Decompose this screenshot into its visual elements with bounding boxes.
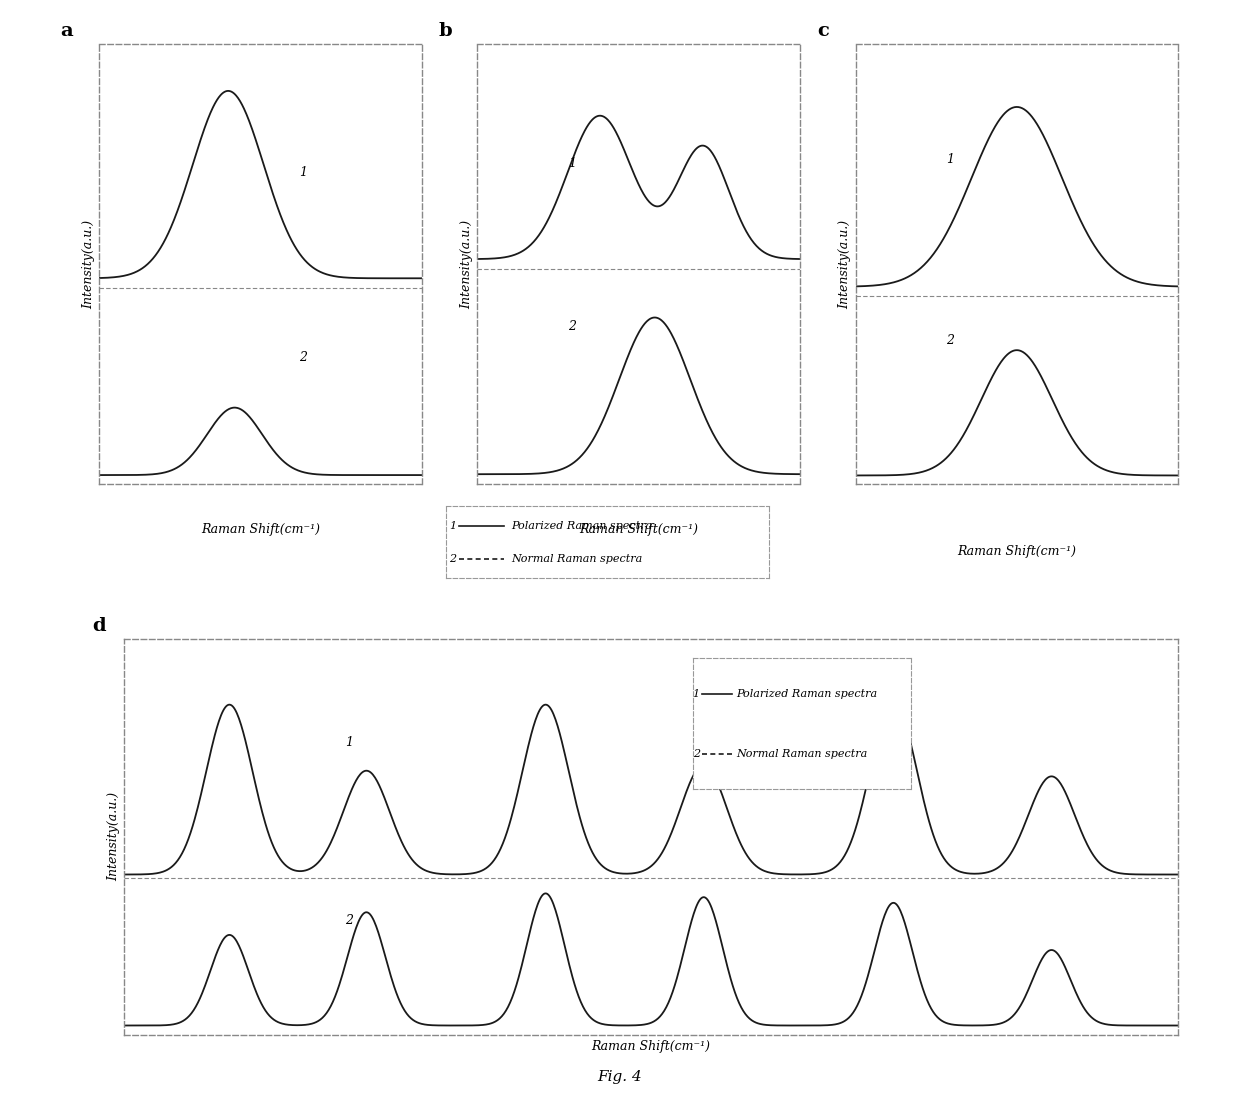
Text: 2: 2 <box>568 320 575 334</box>
Text: 1: 1 <box>299 166 308 179</box>
Text: b: b <box>439 22 453 40</box>
Text: Raman Shift(cm⁻¹): Raman Shift(cm⁻¹) <box>579 523 698 536</box>
Text: 2: 2 <box>449 554 456 564</box>
Text: c: c <box>817 22 828 40</box>
Text: 1: 1 <box>345 735 353 749</box>
Text: 1: 1 <box>449 521 456 531</box>
Text: Normal Raman spectra: Normal Raman spectra <box>511 554 642 564</box>
Text: 1: 1 <box>946 153 954 166</box>
Text: Raman Shift(cm⁻¹): Raman Shift(cm⁻¹) <box>957 545 1076 558</box>
Y-axis label: Intensity(a.u.): Intensity(a.u.) <box>460 220 474 308</box>
Y-axis label: Intensity(a.u.): Intensity(a.u.) <box>107 793 120 881</box>
Text: Normal Raman spectra: Normal Raman spectra <box>737 749 868 759</box>
Y-axis label: Intensity(a.u.): Intensity(a.u.) <box>82 220 95 308</box>
Text: 2: 2 <box>299 351 308 364</box>
Y-axis label: Intensity(a.u.): Intensity(a.u.) <box>838 220 852 308</box>
Text: 2: 2 <box>946 334 954 347</box>
X-axis label: Raman Shift(cm⁻¹): Raman Shift(cm⁻¹) <box>591 1040 711 1054</box>
Text: Polarized Raman spectra: Polarized Raman spectra <box>737 689 878 699</box>
Text: 2: 2 <box>345 914 353 927</box>
Text: Fig. 4: Fig. 4 <box>598 1070 642 1084</box>
Text: d: d <box>92 617 105 634</box>
Text: a: a <box>61 22 73 40</box>
Text: 1: 1 <box>693 689 699 699</box>
Text: 1: 1 <box>568 157 575 171</box>
Text: Polarized Raman spectra: Polarized Raman spectra <box>511 521 652 531</box>
Text: Raman Shift(cm⁻¹): Raman Shift(cm⁻¹) <box>201 523 320 536</box>
Text: 2: 2 <box>693 749 699 759</box>
